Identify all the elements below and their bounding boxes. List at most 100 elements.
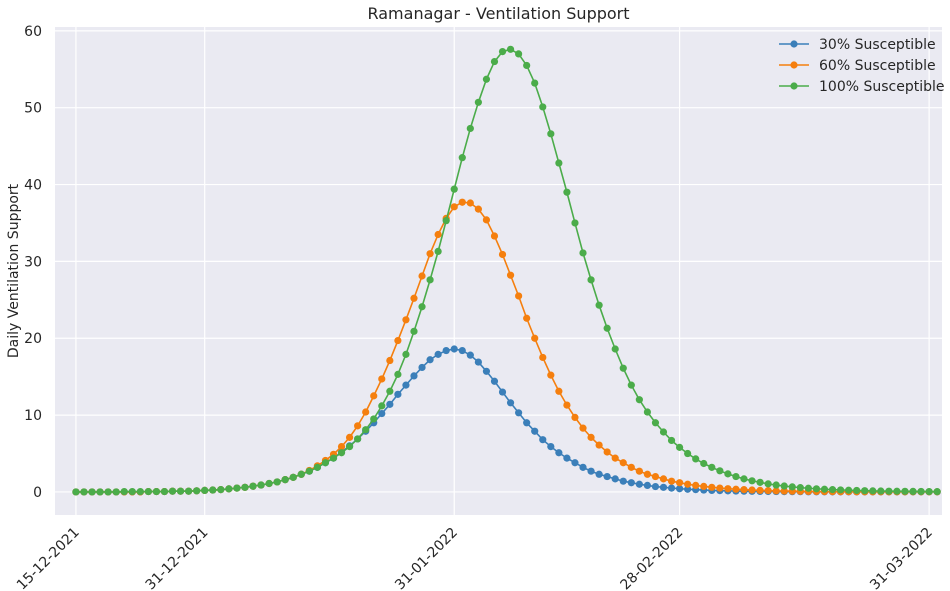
data-point bbox=[684, 485, 692, 493]
data-point bbox=[506, 399, 515, 407]
data-point bbox=[708, 463, 716, 471]
data-point bbox=[370, 415, 378, 423]
data-point bbox=[893, 487, 901, 495]
plot-area bbox=[55, 27, 942, 515]
data-point bbox=[635, 480, 643, 488]
data-point bbox=[659, 428, 668, 436]
data-point bbox=[667, 436, 676, 445]
y-tick-label: 20 bbox=[24, 331, 42, 347]
data-point bbox=[523, 314, 531, 322]
legend-marker bbox=[790, 82, 798, 90]
y-tick-label: 50 bbox=[24, 101, 42, 117]
legend-item: 30% Susceptible bbox=[779, 37, 936, 53]
data-point bbox=[241, 483, 249, 491]
data-point bbox=[313, 463, 321, 471]
data-point bbox=[764, 487, 772, 495]
data-point bbox=[176, 487, 185, 495]
data-point bbox=[426, 250, 434, 258]
data-point bbox=[716, 467, 724, 475]
data-point bbox=[595, 301, 603, 309]
data-point bbox=[426, 276, 434, 284]
data-point bbox=[402, 381, 410, 389]
data-point bbox=[362, 426, 370, 434]
data-point bbox=[676, 479, 684, 487]
data-point bbox=[434, 230, 442, 239]
data-point bbox=[458, 198, 466, 206]
data-point bbox=[772, 487, 780, 495]
data-point bbox=[482, 75, 491, 83]
data-point bbox=[442, 217, 450, 225]
x-tick-label: 28-02-2022 bbox=[618, 525, 687, 591]
data-point bbox=[386, 356, 394, 365]
data-point bbox=[676, 443, 684, 451]
legend-label: 60% Susceptible bbox=[819, 58, 936, 74]
data-point bbox=[764, 480, 772, 488]
data-point bbox=[861, 487, 869, 495]
data-point bbox=[466, 124, 474, 133]
data-point bbox=[490, 57, 499, 66]
data-point bbox=[555, 159, 563, 167]
data-point bbox=[410, 327, 418, 335]
data-point bbox=[498, 250, 507, 259]
data-point bbox=[506, 45, 515, 53]
data-point bbox=[804, 484, 812, 492]
data-point bbox=[418, 303, 426, 311]
data-point bbox=[917, 487, 925, 496]
legend-marker bbox=[790, 61, 798, 69]
data-point bbox=[523, 61, 531, 70]
data-point bbox=[297, 470, 305, 478]
data-point bbox=[748, 477, 756, 485]
data-point bbox=[482, 216, 491, 224]
data-point bbox=[700, 482, 708, 491]
data-point bbox=[128, 487, 136, 496]
data-point bbox=[579, 463, 587, 471]
data-point bbox=[418, 272, 426, 280]
data-point bbox=[515, 409, 523, 417]
data-point bbox=[684, 449, 692, 458]
data-point bbox=[523, 419, 531, 427]
data-point bbox=[490, 377, 499, 385]
data-point bbox=[265, 479, 273, 488]
data-point bbox=[684, 480, 692, 488]
data-point bbox=[869, 487, 877, 495]
data-point bbox=[692, 455, 700, 463]
data-point bbox=[104, 488, 112, 496]
data-point bbox=[788, 483, 796, 491]
data-point bbox=[345, 433, 354, 441]
data-point bbox=[885, 487, 893, 495]
data-point bbox=[603, 324, 611, 332]
data-point bbox=[434, 247, 442, 255]
data-point bbox=[877, 487, 885, 495]
data-point bbox=[563, 454, 571, 462]
data-point bbox=[611, 475, 619, 483]
data-point bbox=[563, 401, 571, 409]
data-point bbox=[708, 483, 716, 491]
data-point bbox=[547, 130, 555, 138]
data-point bbox=[845, 486, 853, 494]
data-point bbox=[498, 388, 507, 396]
data-point bbox=[547, 371, 555, 379]
data-point bbox=[700, 459, 708, 468]
data-point bbox=[394, 390, 402, 398]
gridlines bbox=[55, 27, 942, 515]
x-tick-label: 15-12-2021 bbox=[14, 525, 83, 591]
y-tick-label: 0 bbox=[33, 485, 42, 501]
data-point bbox=[812, 485, 821, 493]
data-point bbox=[337, 449, 346, 457]
data-point bbox=[531, 79, 539, 87]
x-tick-label: 31-12-2021 bbox=[143, 525, 212, 591]
data-point bbox=[337, 443, 346, 451]
data-point bbox=[659, 483, 668, 491]
data-point bbox=[635, 396, 643, 404]
data-point bbox=[603, 448, 611, 456]
data-point bbox=[740, 475, 748, 483]
legend-item: 60% Susceptible bbox=[779, 58, 936, 74]
data-point bbox=[458, 154, 466, 162]
data-point bbox=[676, 485, 684, 493]
legend-item: 100% Susceptible bbox=[779, 79, 945, 95]
data-point bbox=[257, 481, 265, 489]
data-point bbox=[482, 367, 491, 375]
data-point bbox=[450, 185, 458, 193]
data-point bbox=[185, 487, 193, 495]
